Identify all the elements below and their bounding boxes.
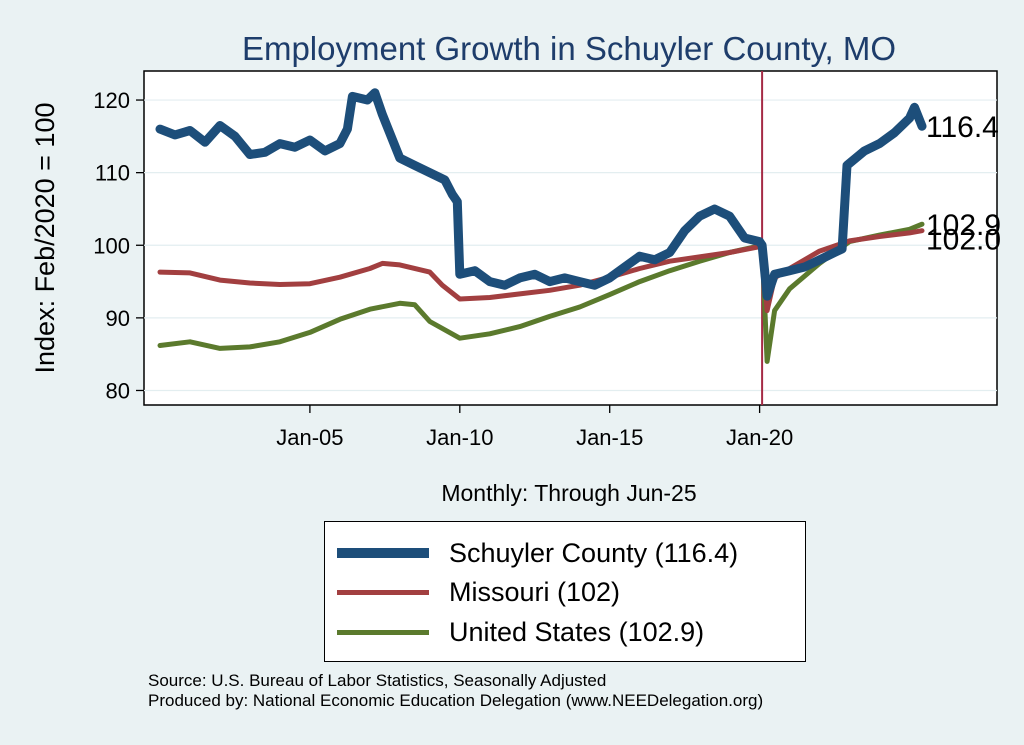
grid-lines [144,99,997,392]
x-tick-label-Jan-15: Jan-15 [576,425,643,450]
legend-item-schuyler: Schuyler County (116.4) [337,534,738,572]
legend: Schuyler County (116.4) Missouri (102) U… [324,521,806,662]
produced-by-note: Produced by: National Economic Education… [148,691,764,710]
legend-label-schuyler: Schuyler County (116.4) [449,537,739,568]
legend-label-united-states: United States (102.9) [449,616,705,647]
series-lines [155,88,927,364]
x-tick-label-Jan-05: Jan-05 [276,425,343,450]
x-tick-label-Jan-10: Jan-10 [426,425,493,450]
legend-item-united-states: United States (102.9) [337,613,704,651]
chart-title: Employment Growth in Schuyler County, MO [242,30,896,67]
y-tick-label-110: 110 [95,161,130,186]
x-tick-label-Jan-20: Jan-20 [726,425,793,450]
source-notes: Source: U.S. Bureau of Labor Statistics,… [148,671,763,711]
source-note: Source: U.S. Bureau of Labor Statistics,… [148,671,607,690]
series-line-united-states [157,221,925,364]
y-axis-label: Index: Feb/2020 = 100 [30,103,60,374]
end-label-united-states: 102.9 [926,209,1001,242]
legend-swatch-united-states [337,629,429,635]
series-line-schuyler [155,88,927,301]
x-axis-label: Monthly: Through Jun-25 [441,480,696,506]
x-axis-ticks: Jan-05 Jan-10 Jan-15 Jan-20 [276,405,793,450]
y-tick-label-120: 120 [93,88,130,113]
legend-swatch-schuyler [337,548,429,558]
y-tick-label-80: 80 [106,378,130,403]
legend-swatch-missouri [337,589,429,595]
legend-item-missouri: Missouri (102) [337,573,620,611]
end-label-schuyler: 116.4 [926,111,999,144]
y-axis-ticks: 80 90 100 110 120 [93,88,144,403]
legend-label-missouri: Missouri (102) [449,576,621,607]
y-tick-label-90: 90 [106,306,130,331]
end-label-missouri: 102.0 [926,224,1001,257]
y-tick-label-100: 100 [93,233,130,258]
